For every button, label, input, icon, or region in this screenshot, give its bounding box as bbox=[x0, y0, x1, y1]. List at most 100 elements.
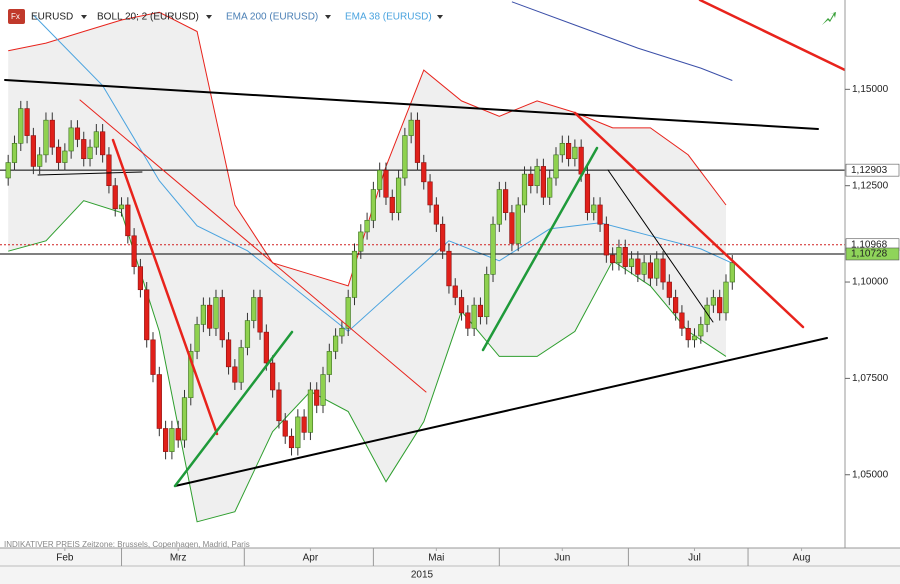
candle-body bbox=[414, 119, 421, 163]
candle-body bbox=[5, 162, 11, 179]
candle-body bbox=[660, 258, 666, 283]
candle-body bbox=[565, 142, 572, 160]
candle-body bbox=[641, 262, 647, 275]
x-tick-label: Feb bbox=[56, 553, 74, 564]
candle-body bbox=[125, 204, 131, 237]
candle-body bbox=[729, 262, 735, 283]
y-tick-label: 1,05000 bbox=[852, 469, 889, 480]
candle-body bbox=[685, 327, 691, 341]
candle-body bbox=[81, 139, 87, 160]
trend-icon[interactable] bbox=[822, 12, 836, 25]
candle-body bbox=[534, 166, 540, 186]
trendline bbox=[173, 330, 294, 488]
candle-body bbox=[553, 154, 559, 179]
dropdown-arrow[interactable] bbox=[437, 15, 443, 19]
candle-body bbox=[383, 169, 389, 198]
year-label: 2015 bbox=[411, 570, 434, 581]
candle-body bbox=[295, 416, 301, 449]
candle-body bbox=[465, 312, 471, 329]
trendline bbox=[111, 138, 219, 436]
candle-body bbox=[528, 173, 534, 186]
candle-body bbox=[100, 131, 106, 156]
candle-body bbox=[30, 135, 36, 167]
candle-body bbox=[320, 374, 326, 406]
x-tick-label: Aug bbox=[793, 553, 811, 564]
candle-body bbox=[458, 297, 465, 314]
candle-body bbox=[282, 420, 288, 437]
candle-body bbox=[477, 304, 484, 318]
candle-body bbox=[628, 258, 635, 267]
candle-body bbox=[395, 177, 402, 213]
candle-body bbox=[370, 189, 376, 221]
candle-body bbox=[207, 304, 213, 329]
dropdown-arrow[interactable] bbox=[206, 15, 212, 19]
candle-body bbox=[572, 146, 578, 160]
candle-body bbox=[37, 154, 43, 167]
candle-body bbox=[62, 150, 68, 163]
candle-body bbox=[616, 247, 622, 264]
candles bbox=[5, 100, 735, 460]
candle-body bbox=[251, 297, 257, 321]
y-tick-label: 1,10000 bbox=[852, 277, 889, 288]
candle-body bbox=[673, 297, 679, 314]
candle-body bbox=[263, 331, 269, 364]
candle-body bbox=[446, 250, 452, 287]
price-level-label: 1,10728 bbox=[851, 249, 888, 260]
candle-body bbox=[610, 254, 616, 264]
candle-body bbox=[666, 281, 672, 298]
candle-body bbox=[484, 274, 490, 318]
candle-body bbox=[162, 428, 169, 452]
y-tick-label: 1,15000 bbox=[852, 84, 889, 95]
candle-body bbox=[622, 247, 628, 267]
candle-body bbox=[540, 166, 546, 198]
trendline bbox=[481, 146, 599, 352]
candle-body bbox=[691, 335, 698, 341]
x-tick-label: Jul bbox=[688, 553, 701, 564]
candle-body bbox=[169, 428, 175, 452]
price-level-box bbox=[845, 163, 900, 177]
y-tick-label: 1,07500 bbox=[852, 373, 889, 384]
candle-body bbox=[440, 223, 446, 252]
candle-body bbox=[11, 142, 18, 163]
dropdown-arrow[interactable] bbox=[81, 15, 87, 19]
header: Fx EURUSD BOLL 20; 2 (EURUSD) EMA 200 (E… bbox=[8, 9, 836, 25]
candle-body bbox=[521, 173, 528, 206]
candle-body bbox=[24, 108, 30, 136]
symbol[interactable]: EURUSD bbox=[31, 12, 73, 23]
candle-body bbox=[244, 320, 251, 348]
candle-body bbox=[213, 297, 219, 329]
candle-body bbox=[717, 297, 723, 314]
candle-body bbox=[377, 169, 383, 190]
dropdown-arrow[interactable] bbox=[325, 15, 331, 19]
candle-body bbox=[200, 304, 206, 325]
candle-body bbox=[219, 297, 225, 341]
indicator-label[interactable]: EMA 200 (EURUSD) bbox=[226, 12, 318, 23]
candle-body bbox=[307, 389, 314, 433]
indicator-label[interactable]: EMA 38 (EURUSD) bbox=[345, 12, 432, 23]
candle-body bbox=[578, 146, 584, 175]
candle-body bbox=[156, 374, 162, 429]
candle-body bbox=[225, 339, 232, 368]
candle-body bbox=[490, 223, 496, 275]
indicator-label[interactable]: BOLL 20; 2 (EURUSD) bbox=[97, 12, 199, 23]
candle-body bbox=[647, 262, 654, 279]
candle-body bbox=[188, 351, 194, 398]
candle-body bbox=[358, 231, 364, 252]
y-tick-label: 1,12500 bbox=[852, 180, 889, 191]
candle-body bbox=[503, 189, 509, 213]
candle-body bbox=[181, 397, 188, 441]
candle-body bbox=[288, 435, 295, 449]
trendline bbox=[607, 169, 714, 323]
band-fill bbox=[8, 12, 726, 522]
candle-body bbox=[710, 297, 717, 306]
candle-body bbox=[194, 324, 200, 352]
candle-body bbox=[704, 304, 710, 325]
candle-body bbox=[345, 297, 351, 329]
candle-body bbox=[314, 389, 320, 406]
candle-body bbox=[276, 389, 282, 422]
ema-line bbox=[511, 1, 733, 81]
ema-line bbox=[33, 14, 733, 333]
candle-body bbox=[421, 162, 427, 183]
